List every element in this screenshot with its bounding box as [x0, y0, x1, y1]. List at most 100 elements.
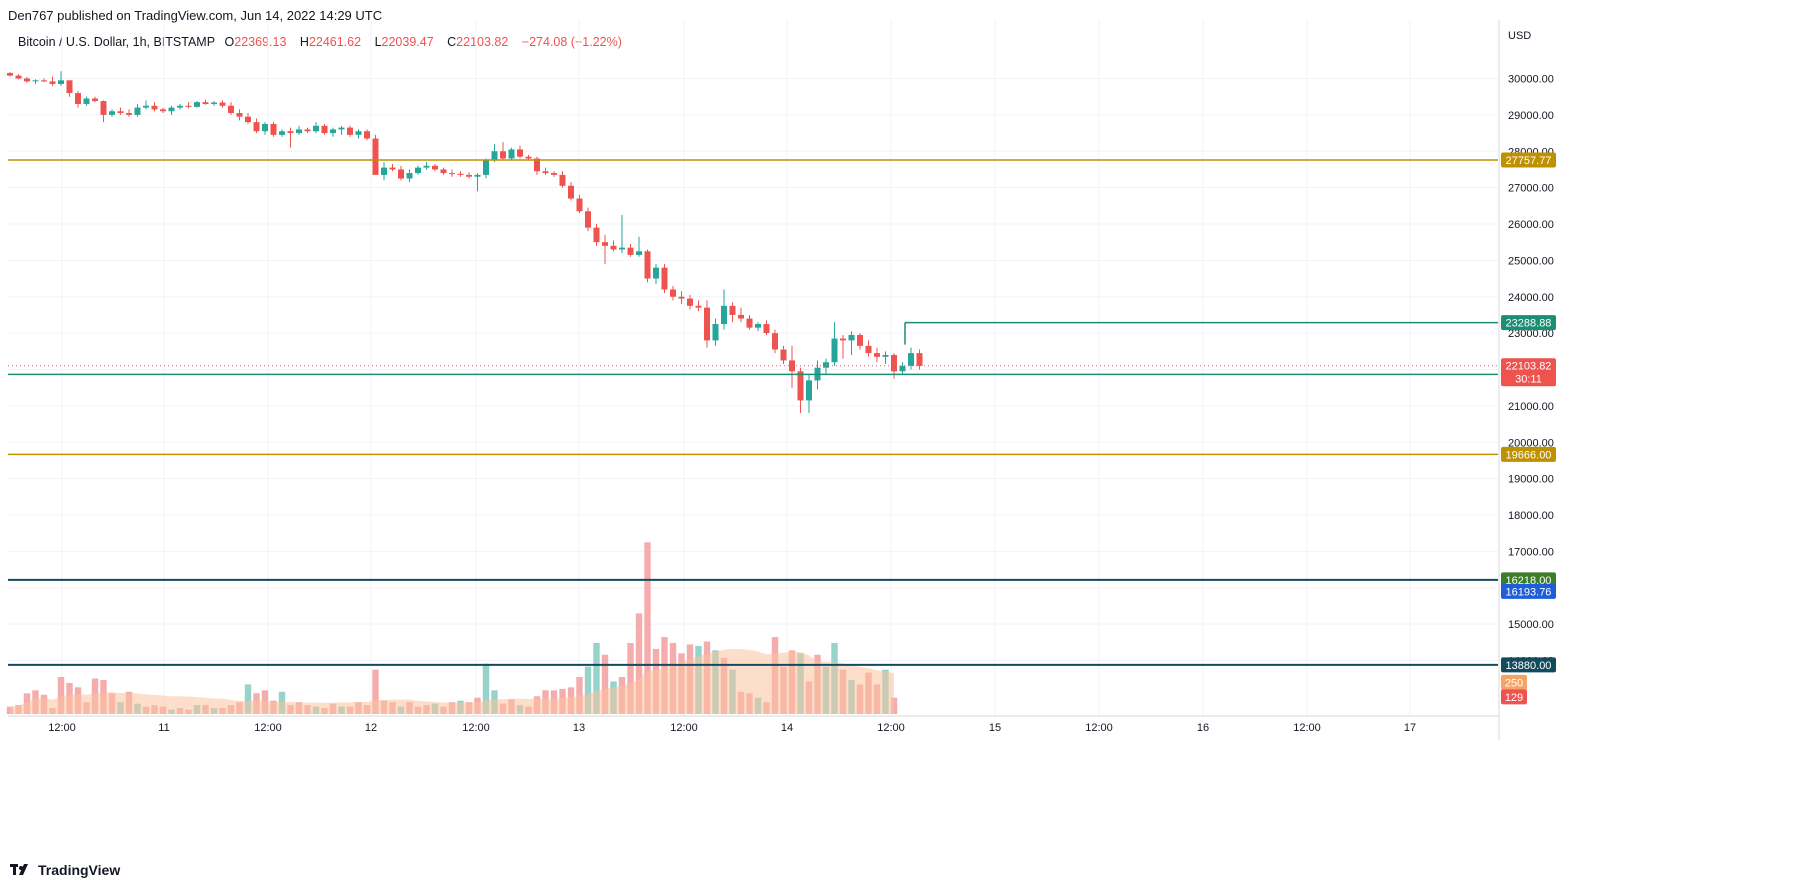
- level-badge: [1501, 446, 1556, 462]
- candle-body: [236, 113, 243, 117]
- candle-body: [75, 93, 81, 104]
- time-tick-label: 12:00: [1085, 722, 1113, 734]
- candle-body: [355, 131, 362, 135]
- price-tick-label: 18000.00: [1508, 510, 1554, 522]
- candle-body: [916, 353, 923, 366]
- candle-body: [185, 105, 192, 107]
- candle-body: [449, 173, 455, 175]
- candle-body: [848, 334, 855, 341]
- candle-body: [245, 116, 251, 123]
- time-tick-label: 11: [158, 722, 169, 734]
- candle-body: [908, 353, 914, 366]
- level-badge: [1501, 152, 1556, 168]
- candle-body: [406, 173, 413, 179]
- candle-body: [763, 324, 770, 334]
- candle-body: [253, 122, 260, 132]
- candle-body: [874, 353, 880, 357]
- price-badge-label: 16193.76: [1506, 586, 1552, 598]
- candle-body: [525, 156, 532, 159]
- candle-body: [508, 149, 515, 159]
- candle-body: [500, 151, 506, 159]
- candle-body: [262, 123, 268, 132]
- volume-ma-area: [10, 648, 894, 714]
- candle-body: [109, 111, 115, 115]
- candle-body: [517, 149, 523, 157]
- candle-body: [92, 98, 98, 102]
- tradingview-brand: TradingView: [38, 862, 121, 878]
- candle-body: [117, 111, 124, 114]
- candle-body: [126, 113, 132, 115]
- level-badge-label: 19666.00: [1506, 449, 1552, 461]
- volume-bar: [593, 642, 600, 714]
- candle-body: [644, 251, 651, 279]
- time-tick-label: 13: [573, 722, 585, 734]
- price-tick-label: 25000.00: [1508, 255, 1554, 267]
- candle-body: [440, 169, 447, 174]
- time-tick-label: 12:00: [877, 722, 905, 734]
- candle-body: [857, 334, 863, 346]
- candle-body: [381, 167, 387, 175]
- price-tick-label: 21000.00: [1508, 401, 1554, 413]
- symbol-name[interactable]: Bitcoin / U.S. Dollar, 1h, BITSTAMP: [18, 35, 216, 49]
- candle-body: [66, 80, 73, 94]
- candle-body: [585, 211, 591, 228]
- symbol-legend: Bitcoin / U.S. Dollar, 1h, BITSTAMP O223…: [18, 35, 622, 49]
- candle-body: [143, 105, 149, 108]
- price-tick-label: 29000.00: [1508, 110, 1554, 122]
- time-tick-label: 12:00: [670, 722, 698, 734]
- candle-body: [704, 307, 710, 341]
- candle-body: [228, 105, 234, 114]
- time-tick-label: 12:00: [48, 722, 76, 734]
- candle-body: [899, 365, 906, 372]
- candle-body: [168, 107, 175, 112]
- candle-body: [41, 80, 47, 82]
- time-tick-label: 14: [781, 722, 793, 734]
- candle-body: [7, 73, 13, 76]
- candle-body: [457, 173, 464, 175]
- price-badge-label: 22103.82: [1506, 361, 1552, 373]
- price-tick-label: 26000.00: [1508, 219, 1554, 231]
- candle-body: [423, 165, 430, 168]
- price-badge-label: 250: [1505, 677, 1523, 689]
- candle-body: [568, 185, 574, 199]
- low-label: L: [374, 35, 382, 49]
- candle-body: [202, 102, 209, 104]
- price-badge: [1501, 583, 1556, 599]
- close-value: 22103.82: [456, 35, 509, 49]
- change-value: −274.08 (−1.22%): [521, 35, 622, 49]
- candle-body: [534, 158, 540, 172]
- volume-bar: [576, 677, 583, 714]
- time-tick-label: 12:00: [254, 722, 282, 734]
- currency-label: USD: [1508, 30, 1531, 42]
- candle-body: [15, 75, 22, 79]
- price-badge: [1501, 674, 1527, 690]
- price-tick-label: 27000.00: [1508, 183, 1554, 195]
- price-tick-label: 30000.00: [1508, 74, 1554, 86]
- candle-body: [347, 127, 353, 135]
- candle-body: [83, 98, 90, 104]
- candle-body: [134, 107, 141, 115]
- candle-body: [840, 338, 846, 341]
- candle-body: [160, 109, 166, 112]
- candle-body: [831, 338, 838, 363]
- high-label: H: [299, 35, 309, 49]
- candle-body: [287, 131, 294, 134]
- candle-body: [321, 125, 328, 134]
- close-label: C: [447, 35, 457, 49]
- candle-series: [7, 71, 923, 414]
- tradingview-logo-icon: [10, 863, 32, 877]
- candle-body: [653, 267, 659, 279]
- candle-body: [797, 371, 804, 401]
- level-badge: [1501, 572, 1556, 588]
- volume-bar: [372, 669, 379, 714]
- price-tick-label: 24000.00: [1508, 292, 1554, 304]
- candle-body: [483, 160, 489, 175]
- candle-body: [610, 245, 617, 250]
- volume-bar: [635, 613, 643, 714]
- candle-body: [721, 305, 727, 325]
- candle-body: [151, 105, 158, 110]
- candle-body: [474, 174, 481, 177]
- candle-body: [389, 167, 396, 170]
- candle-body: [636, 251, 642, 255]
